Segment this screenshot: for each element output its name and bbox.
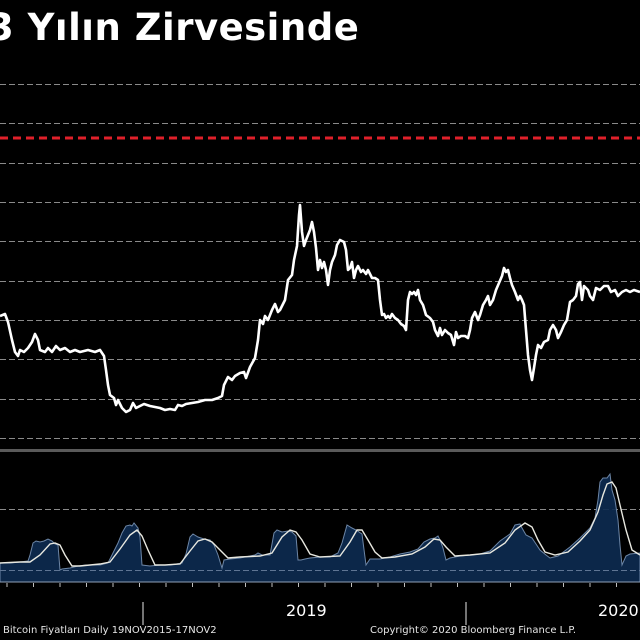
panel-separator [0,449,640,452]
oscillator-area [0,472,640,583]
x-tick-label-2019: 2019 [286,601,327,620]
upper-gridlines [0,84,640,439]
x-tick-label-2020: 2020 [598,601,639,620]
source-label: Bitcoin Fiyatları Daily 19NOV2015-17NOV2 [3,625,217,636]
chart-title: 3 Yılın Zirvesinde [0,6,360,49]
year-dividers [142,602,467,625]
x-axis-ticks [6,583,617,587]
oscillator-smooth-line [0,481,640,567]
bitcoin-price-line [0,203,640,414]
copyright-text: Copyright© 2020 Bloomberg Finance L.P. [370,625,577,636]
